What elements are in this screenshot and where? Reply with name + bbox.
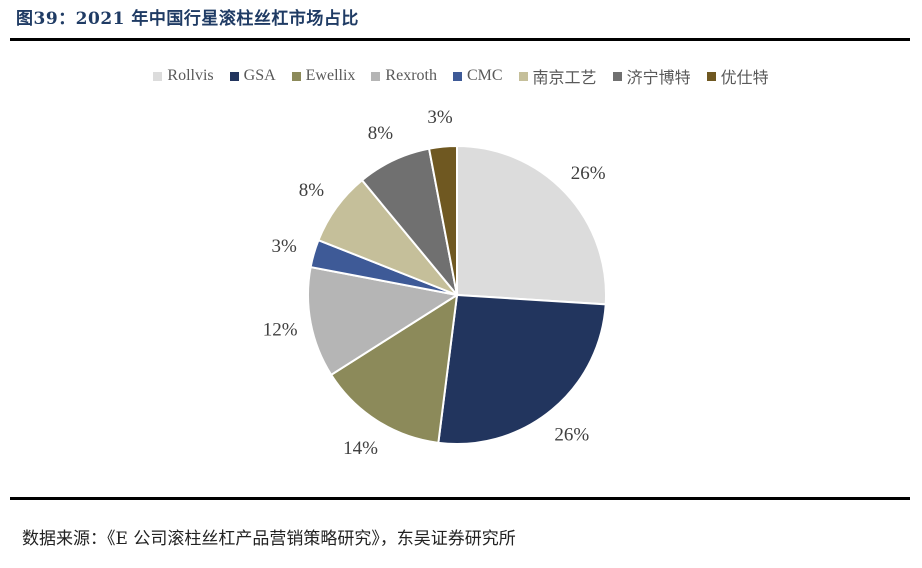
chart-legend: Rollvis GSA Ewellix Rexroth CMC 南京工艺 济宁博特 优仕特 — [0, 64, 922, 88]
legend-swatch — [612, 71, 622, 81]
pie-slice-1 — [437, 293, 607, 445]
bottom-divider — [10, 497, 910, 500]
chart-title: 图39：2021 年中国行星滚柱丝杠市场占比 — [16, 9, 359, 29]
slice-value-label: 14% — [343, 438, 378, 459]
legend-swatch — [229, 71, 239, 81]
slice-value-label: 26% — [571, 163, 606, 184]
legend-label: Ewellix — [305, 67, 356, 84]
legend-label: Rexroth — [385, 67, 437, 84]
legend-item: Rexroth — [371, 64, 437, 88]
source-note: 数据来源：《E 公司滚柱丝杠产品营销策略研究》，东吴证券研究所 — [22, 529, 516, 549]
legend-label: 济宁博特 — [626, 70, 691, 87]
pie-slice-2 — [329, 293, 459, 444]
legend-swatch — [518, 71, 528, 81]
slice-value-label: 8% — [299, 180, 325, 201]
legend-item: 济宁博特 — [612, 64, 691, 88]
legend-label: CMC — [466, 67, 503, 84]
legend-item: CMC — [452, 64, 503, 88]
legend-swatch — [153, 71, 163, 81]
legend-item: 优仕特 — [706, 64, 769, 88]
legend-swatch — [452, 71, 462, 81]
legend-label: GSA — [243, 67, 276, 84]
slice-value-label: 12% — [263, 320, 298, 341]
pie-slice-7 — [427, 144, 458, 296]
legend-item: Ewellix — [291, 64, 356, 88]
legend-item: GSA — [229, 64, 276, 88]
slice-value-label: 3% — [271, 236, 297, 257]
slice-value-label: 26% — [554, 425, 589, 446]
legend-swatch — [291, 71, 301, 81]
legend-label: 优仕特 — [720, 70, 769, 87]
pie-slice-3 — [307, 265, 460, 377]
legend-label: 南京工艺 — [532, 70, 597, 87]
legend-swatch — [371, 71, 381, 81]
top-divider — [10, 38, 910, 41]
slice-value-label: 3% — [427, 107, 453, 128]
pie-slice-0 — [456, 144, 607, 306]
legend-item: 南京工艺 — [518, 64, 597, 88]
legend-swatch — [706, 71, 716, 81]
slice-value-label: 8% — [368, 123, 394, 144]
legend-label: Rollvis — [167, 67, 214, 84]
legend-item: Rollvis — [153, 64, 214, 88]
